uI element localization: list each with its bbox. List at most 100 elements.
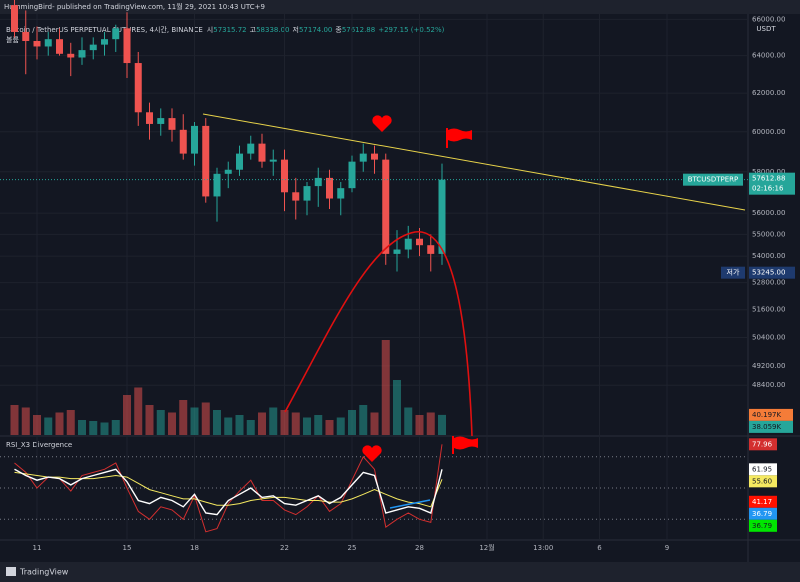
symbol-tag: BTCUSDTPERP [688, 176, 739, 184]
y-tick-label: 66000.00 [752, 15, 785, 23]
heart-icon [362, 445, 382, 462]
low-marker-tag: 저가 [727, 268, 740, 277]
candle-body [67, 53, 75, 58]
candle-body [281, 159, 288, 193]
volume-bar [415, 415, 424, 435]
candle-body [134, 63, 142, 113]
candle-body [326, 177, 333, 199]
volume-bar [246, 420, 255, 435]
candle-body [314, 177, 322, 187]
candle-body [337, 188, 345, 199]
rsi-value-box [749, 507, 777, 520]
candle-body [359, 153, 367, 162]
flag-icon [452, 436, 478, 454]
candle-body [101, 39, 108, 45]
volume-bar [190, 407, 199, 435]
plot: 66000.00 64000.00 62000.00 60000.00 58000.00… [0, 0, 795, 552]
x-tick-label: 18 [190, 544, 199, 552]
volume-bar [201, 402, 210, 435]
last-price-label: 57612.88 [752, 175, 785, 183]
symbol-legend: Bitcoin / TetherUS PERPETUAL FUTURES, 4시… [6, 25, 445, 34]
volume-bar [55, 412, 64, 435]
heart-icon [372, 115, 392, 132]
candle-body [427, 245, 435, 254]
x-tick-label: 6 [597, 544, 602, 552]
rsi-line [14, 444, 443, 533]
volume-bar [145, 405, 154, 435]
flag-icon [446, 128, 472, 148]
rsi-line [14, 468, 443, 516]
symbol-tag-box [683, 173, 743, 186]
volume-bar [134, 387, 143, 435]
x-tick-label: 12월 [479, 543, 494, 552]
candle-body [157, 118, 165, 124]
candle-body [213, 173, 221, 197]
candle-body [438, 179, 446, 254]
candle-body [292, 192, 300, 201]
y-tick-label: 60000.00 [752, 128, 785, 136]
volume-bar [168, 412, 176, 435]
volume-bar [393, 380, 401, 435]
rsi-value-label: 77.96 [752, 440, 773, 448]
volume-bar [325, 420, 334, 435]
price-unit: USDT [756, 25, 776, 33]
volume-bar [156, 410, 165, 435]
candle-body [258, 143, 266, 162]
volume-label: 40.197K [752, 411, 781, 419]
volume-bar [291, 412, 300, 435]
candle-body [348, 161, 356, 189]
volume-bar [438, 414, 446, 435]
y-tick-label: 51600.00 [752, 306, 785, 314]
candle-body [371, 153, 378, 160]
volume-bar [123, 395, 131, 435]
y-tick-label: 54000.00 [752, 252, 785, 260]
x-tick-label: 28 [415, 544, 424, 552]
publish-info: HummingBird- published on TradingView.co… [4, 2, 265, 11]
candle-body [56, 39, 63, 54]
rsi-value-box [749, 495, 777, 508]
candle-body [33, 40, 41, 47]
y-tick-label: 49200.00 [752, 362, 785, 370]
rsi-value-label: 36.79 [752, 510, 772, 518]
x-tick-label: 13:00 [533, 544, 553, 552]
candle-body [112, 28, 120, 40]
countdown-label: 02:16:16 [752, 185, 784, 193]
y-tick-label: 50400.00 [752, 333, 785, 341]
volume-label-box [749, 420, 793, 433]
candle-body [191, 125, 198, 154]
volume-bar [336, 417, 345, 435]
volume-bar [111, 420, 120, 435]
rsi-value-label: 41.17 [752, 498, 772, 506]
volume-bar [33, 415, 41, 435]
rsi-line [14, 471, 443, 508]
candle-body [224, 169, 232, 174]
y-tick-label: 62000.00 [752, 89, 785, 97]
x-tick-label: 9 [665, 544, 669, 552]
y-tick-label: 48400.00 [752, 381, 785, 389]
volume-bar [280, 410, 289, 435]
candle-body [404, 238, 412, 250]
volume-bar [314, 415, 323, 435]
low-marker-value: 53245.00 [752, 269, 785, 277]
volume-bar [303, 417, 311, 435]
y-tick-label: 56000.00 [752, 209, 785, 217]
volume-bar [21, 407, 30, 435]
candle-body [168, 118, 176, 130]
volume-label-box [749, 408, 793, 421]
rsi-value-label: 61.95 [752, 465, 772, 473]
divergence-line [389, 499, 431, 509]
candle-body [269, 159, 277, 162]
candle-body [89, 44, 97, 51]
candle-body [247, 143, 255, 154]
candle-body [44, 39, 52, 47]
volume-bar [269, 407, 278, 435]
x-tick-label: 22 [280, 544, 289, 552]
y-tick-label: 58000.00 [752, 168, 785, 176]
candle-body [123, 28, 131, 64]
volume-bar [235, 415, 244, 435]
low-marker-box [749, 266, 795, 279]
candle-body [236, 153, 243, 170]
trend-line [202, 113, 746, 211]
rsi-value-box [749, 475, 777, 488]
